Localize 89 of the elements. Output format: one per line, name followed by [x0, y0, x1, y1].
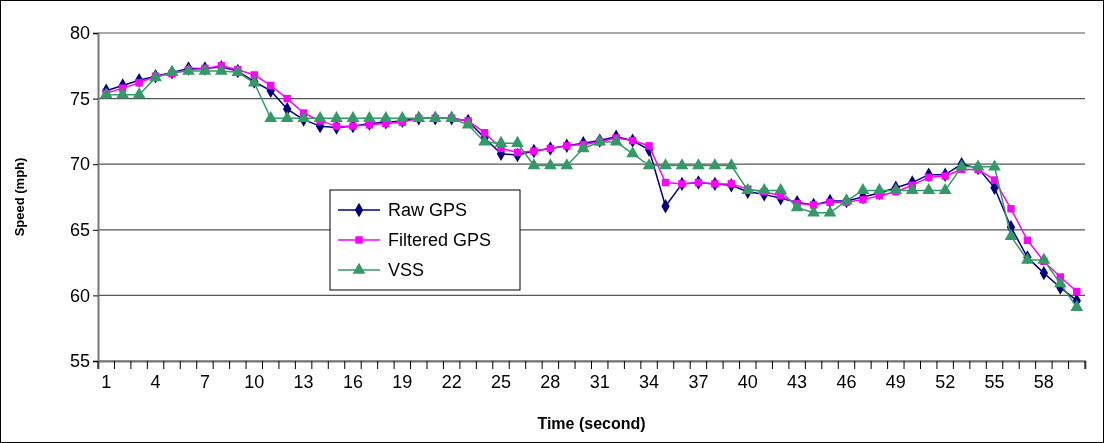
point: [280, 110, 294, 122]
point: [313, 110, 327, 122]
y-tick-label: 55: [69, 351, 90, 372]
legend-label: Filtered GPS: [388, 230, 492, 250]
x-tick-label: 25: [491, 372, 512, 393]
point: [807, 205, 820, 217]
point: [856, 183, 870, 195]
point: [560, 158, 574, 170]
x-tick-label: 1: [101, 372, 112, 393]
x-tick-label: 46: [836, 372, 857, 393]
point: [330, 110, 343, 122]
y-tick-label: 75: [69, 88, 90, 109]
point: [478, 134, 491, 146]
y-tick-label: 60: [69, 285, 90, 306]
x-axis-title: Time (second): [537, 415, 646, 432]
x-tick-label: 19: [392, 372, 413, 393]
point: [544, 158, 557, 170]
y-tick-label: 80: [69, 23, 90, 44]
point: [412, 110, 426, 122]
point: [1007, 205, 1015, 213]
x-tick-label: 34: [639, 372, 660, 393]
point: [1070, 299, 1084, 311]
point: [757, 183, 771, 195]
point: [692, 158, 705, 170]
point: [349, 122, 357, 130]
x-tick-label: 52: [935, 372, 956, 393]
point: [922, 183, 936, 195]
y-tick-label: 65: [69, 220, 90, 241]
point: [790, 200, 804, 212]
point: [363, 110, 376, 122]
point: [675, 158, 689, 170]
point: [659, 158, 672, 170]
point: [774, 183, 788, 195]
point: [250, 71, 258, 79]
x-tick-label: 16: [342, 372, 363, 393]
x-tick-label: 13: [293, 372, 314, 393]
x-tick-label: 49: [885, 372, 906, 393]
point: [905, 183, 919, 195]
point: [283, 94, 291, 103]
y-axis-title: Speed (mph): [12, 157, 27, 237]
point: [626, 146, 639, 158]
point: [511, 135, 524, 147]
point: [988, 159, 1001, 171]
x-tick-label: 43: [787, 372, 808, 393]
point: [971, 159, 985, 171]
point: [527, 158, 541, 170]
point: [215, 63, 228, 75]
point: [379, 110, 393, 122]
point: [678, 180, 686, 188]
point: [873, 183, 886, 195]
point: [826, 198, 834, 206]
point: [395, 110, 409, 122]
point: [576, 141, 590, 153]
x-tick-label: 31: [589, 372, 610, 393]
point: [445, 110, 459, 122]
point: [297, 110, 310, 122]
y-tick-label: 70: [69, 154, 90, 175]
point: [938, 183, 952, 195]
x-tick-label: 4: [150, 372, 161, 393]
point: [132, 87, 146, 99]
point: [264, 110, 278, 122]
point: [1053, 276, 1067, 288]
x-tick-label: 10: [244, 372, 265, 393]
point: [609, 134, 623, 146]
point: [645, 142, 653, 150]
legend-label: Raw GPS: [388, 200, 468, 220]
point: [346, 110, 360, 122]
x-tick-label: 40: [737, 372, 758, 393]
point: [116, 87, 130, 99]
point: [708, 158, 722, 170]
point: [823, 205, 837, 217]
legend-label: VSS: [388, 260, 425, 280]
point: [428, 110, 442, 122]
point: [642, 158, 656, 170]
point: [332, 122, 341, 130]
point: [1004, 229, 1018, 241]
x-tick-label: 28: [540, 372, 561, 393]
point: [724, 158, 738, 170]
point: [1037, 252, 1051, 264]
x-tick-label: 58: [1033, 372, 1054, 393]
x-tick-label: 22: [441, 372, 462, 393]
point: [494, 135, 508, 147]
point: [840, 193, 853, 205]
point: [859, 195, 867, 204]
x-tick-label: 37: [688, 372, 709, 393]
x-tick-label: 55: [984, 372, 1005, 393]
x-tick-label: 7: [199, 372, 210, 393]
point: [461, 117, 475, 129]
point: [727, 180, 736, 188]
